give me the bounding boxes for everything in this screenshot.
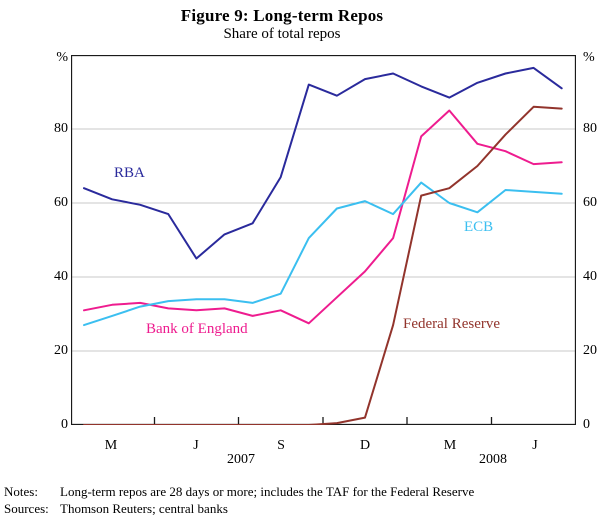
figure-subtitle: Share of total repos <box>223 26 341 42</box>
series-label-bank-of-england: Bank of England <box>146 321 248 337</box>
sources-text: Thomson Reuters; central banks <box>60 501 228 516</box>
notes-row: Notes: Long-term repos are 28 days or mor… <box>4 484 474 500</box>
y-axis-label-left-20: 20 <box>54 343 68 358</box>
x-year-label-2007: 2007 <box>227 452 255 467</box>
x-month-label-M: M <box>443 438 457 453</box>
series-line-federal-reserve <box>83 105 563 425</box>
series-line-ecb <box>83 181 563 327</box>
y-axis-label-left-40: 40 <box>54 269 68 284</box>
series-label-federal-reserve: Federal Reserve <box>403 316 501 332</box>
y-axis-label-right-60: 60 <box>583 195 597 210</box>
x-month-label-M: M <box>104 438 118 453</box>
y-axis-label-left-0: 0 <box>61 417 68 432</box>
x-month-label-J: J <box>193 438 199 453</box>
series-label-rba: RBA <box>114 165 145 181</box>
y-axis-label-left-80: 80 <box>54 121 68 136</box>
y-axis-label-right-40: 40 <box>583 269 597 284</box>
y-axis-label-left-%: % <box>56 50 68 65</box>
figure-title: Figure 9: Long-term Repos <box>180 6 384 25</box>
y-axis-label-right-%: % <box>583 50 595 65</box>
sources-label: Sources: <box>4 501 49 516</box>
x-month-label-D: D <box>359 438 371 453</box>
x-year-label-2008: 2008 <box>479 452 507 467</box>
x-month-label-J: J <box>532 438 538 453</box>
x-month-label-S: S <box>277 438 285 453</box>
series-label-ecb: ECB <box>464 219 494 235</box>
notes-text: Long-term repos are 28 days or more; inc… <box>60 484 475 499</box>
plot-frame <box>71 55 576 425</box>
series-line-bank-of-england <box>83 109 563 325</box>
series-line-rba <box>83 66 563 260</box>
y-axis-label-right-80: 80 <box>583 121 597 136</box>
chart-canvas <box>71 55 576 425</box>
y-axis-label-left-60: 60 <box>54 195 68 210</box>
sources-row: Sources: Thomson Reuters; central banks <box>4 501 228 517</box>
y-axis-label-right-20: 20 <box>583 343 597 358</box>
y-axis-label-right-0: 0 <box>583 417 590 432</box>
chart-plot-area <box>71 55 576 425</box>
notes-label: Notes: <box>4 484 38 499</box>
